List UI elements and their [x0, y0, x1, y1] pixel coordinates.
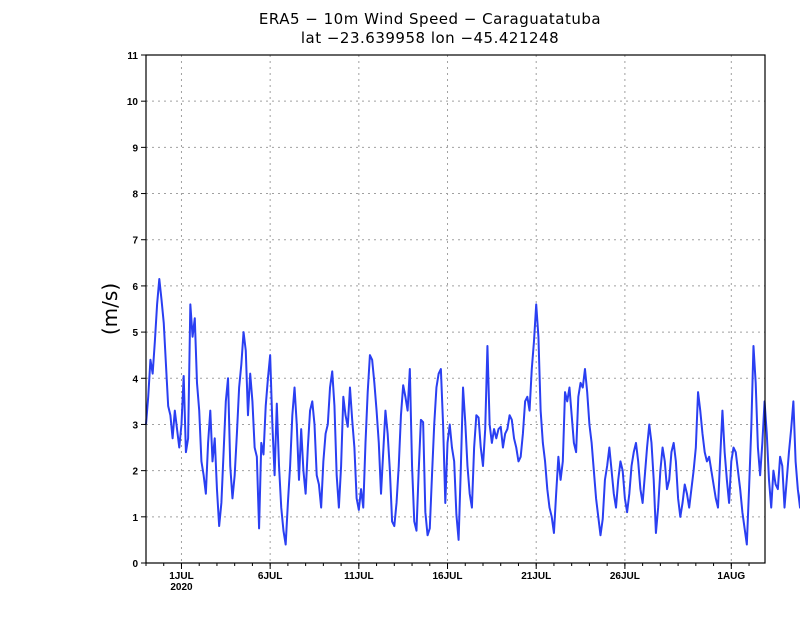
y-tick-label: 0 — [132, 559, 138, 570]
y-axis-label: (m/s) — [98, 283, 122, 335]
y-tick-label: 5 — [132, 328, 138, 339]
series-line-wind-speed — [145, 277, 800, 546]
y-tick-label: 8 — [132, 190, 138, 201]
x-tick-label: 11JUL — [344, 571, 373, 582]
axis-ticks — [141, 54, 750, 569]
y-tick-label: 10 — [127, 97, 139, 108]
y-tick-label: 6 — [132, 282, 138, 293]
x-tick-label: 1JUL — [169, 571, 193, 582]
y-tick-label: 4 — [132, 374, 138, 385]
plot-frame — [145, 54, 766, 564]
x-tick-label: 6JUL — [258, 571, 282, 582]
y-tick-label: 9 — [132, 143, 138, 154]
x-tick-sublabel: 2020 — [170, 582, 193, 593]
x-tick-label: 26JUL — [610, 571, 640, 582]
series-layer — [145, 277, 800, 546]
chart-subtitle: lat −23.639958 lon −45.421248 — [301, 29, 559, 47]
y-tick-label: 7 — [132, 236, 138, 247]
y-tick-label: 1 — [132, 513, 138, 524]
y-tick-label: 11 — [127, 51, 138, 62]
x-tick-label: 16JUL — [433, 571, 463, 582]
y-tick-label: 3 — [132, 420, 138, 431]
x-tick-label: 1AUG — [717, 571, 745, 582]
chart-title: ERA5 − 10m Wind Speed − Caraguatatuba — [259, 10, 601, 28]
x-tick-label: 21JUL — [521, 571, 551, 582]
y-tick-label: 2 — [132, 467, 138, 478]
